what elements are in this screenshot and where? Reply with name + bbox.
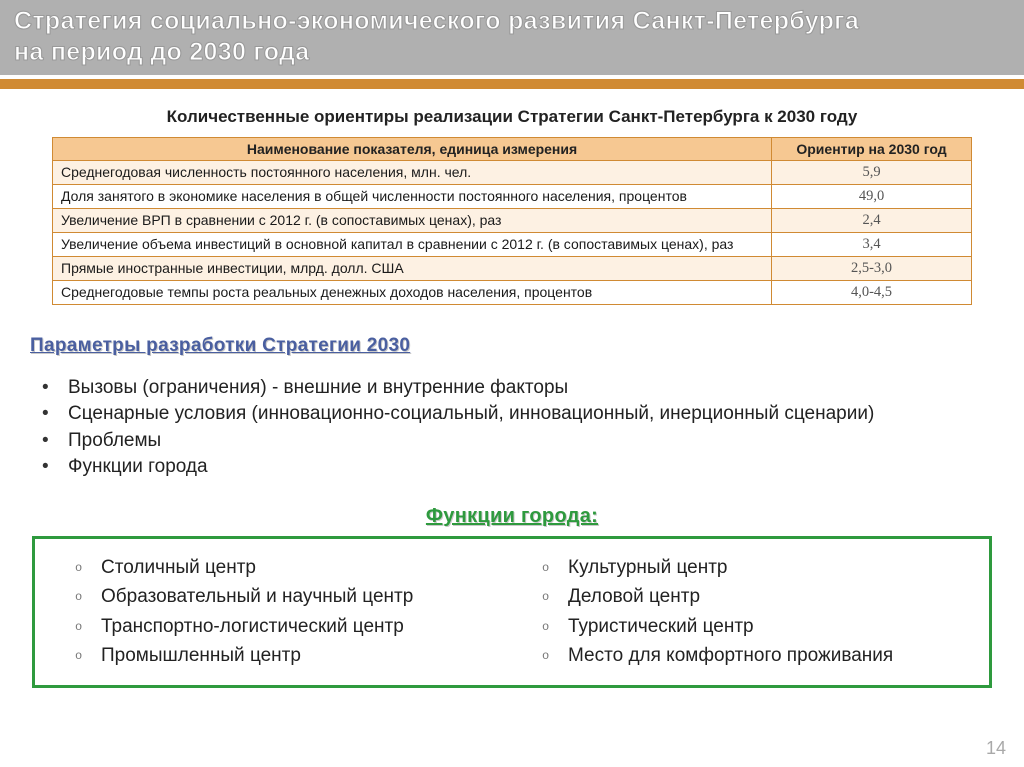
cell-value: 2,4	[772, 208, 972, 232]
cell-name: Увеличение объема инвестиций в основной …	[53, 232, 772, 256]
table-row: Среднегодовые темпы роста реальных денеж…	[53, 280, 972, 304]
list-item: Столичный центр	[75, 553, 502, 582]
functions-heading: Функции города:	[30, 505, 994, 528]
list-item: Культурный центр	[542, 553, 969, 582]
list-item: Место для комфортного проживания	[542, 641, 969, 670]
list-item: Промышленный центр	[75, 641, 502, 670]
table-header-row: Наименование показателя, единица измерен…	[53, 137, 972, 160]
page-number: 14	[986, 738, 1006, 759]
cell-value: 5,9	[772, 160, 972, 184]
col-header-name: Наименование показателя, единица измерен…	[53, 137, 772, 160]
header-bar: Стратегия социально-экономического разви…	[0, 0, 1024, 75]
functions-box: Столичный центр Образовательный и научны…	[32, 536, 992, 688]
table-title: Количественные ориентиры реализации Стра…	[30, 107, 994, 127]
list-item: Функции города	[42, 454, 994, 481]
content-area: Количественные ориентиры реализации Стра…	[0, 89, 1024, 688]
table-row: Увеличение ВРП в сравнении с 2012 г. (в …	[53, 208, 972, 232]
cell-name: Доля занятого в экономике населения в об…	[53, 184, 772, 208]
params-heading: Параметры разработки Стратегии 2030	[30, 335, 994, 357]
title-line-2: на период до 2030 года	[14, 38, 309, 66]
functions-col-left: Столичный центр Образовательный и научны…	[75, 553, 502, 671]
cell-value: 4,0-4,5	[772, 280, 972, 304]
col-header-value: Ориентир на 2030 год	[772, 137, 972, 160]
indicators-table: Наименование показателя, единица измерен…	[52, 137, 972, 305]
cell-value: 49,0	[772, 184, 972, 208]
page-title: Стратегия социально-экономического разви…	[14, 6, 1010, 69]
title-line-1: Стратегия социально-экономического разви…	[14, 7, 859, 35]
list-item: Туристический центр	[542, 612, 969, 641]
list-item: Проблемы	[42, 428, 994, 455]
functions-col-right: Культурный центр Деловой центр Туристиче…	[542, 553, 969, 671]
list-item: Сценарные условия (инновационно-социальн…	[42, 401, 994, 428]
cell-name: Прямые иностранные инвестиции, млрд. дол…	[53, 256, 772, 280]
table-row: Доля занятого в экономике населения в об…	[53, 184, 972, 208]
cell-name: Среднегодовая численность постоянного на…	[53, 160, 772, 184]
params-list: Вызовы (ограничения) - внешние и внутрен…	[30, 375, 994, 481]
list-item: Образовательный и научный центр	[75, 582, 502, 611]
list-item: Транспортно-логистический центр	[75, 612, 502, 641]
list-item: Вызовы (ограничения) - внешние и внутрен…	[42, 375, 994, 402]
cell-value: 2,5-3,0	[772, 256, 972, 280]
cell-name: Среднегодовые темпы роста реальных денеж…	[53, 280, 772, 304]
cell-name: Увеличение ВРП в сравнении с 2012 г. (в …	[53, 208, 772, 232]
cell-value: 3,4	[772, 232, 972, 256]
table-row: Среднегодовая численность постоянного на…	[53, 160, 972, 184]
accent-bar	[0, 79, 1024, 89]
list-item: Деловой центр	[542, 582, 969, 611]
table-row: Прямые иностранные инвестиции, млрд. дол…	[53, 256, 972, 280]
table-row: Увеличение объема инвестиций в основной …	[53, 232, 972, 256]
